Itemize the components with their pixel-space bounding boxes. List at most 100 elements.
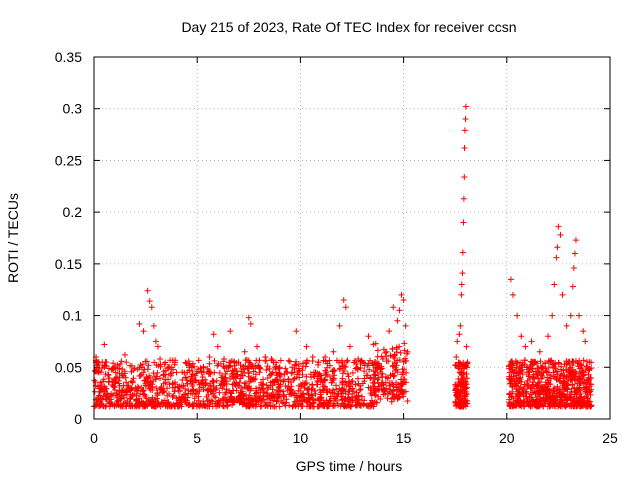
data-point: [98, 396, 105, 403]
data-point: [402, 355, 409, 362]
data-point: [340, 401, 347, 408]
data-point: [202, 381, 209, 388]
data-point: [384, 395, 391, 402]
data-point: [171, 388, 178, 395]
data-point: [213, 377, 220, 384]
data-point: [127, 396, 134, 403]
data-point: [169, 394, 176, 401]
data-point: [514, 388, 521, 395]
data-point: [462, 103, 469, 110]
data-point: [463, 400, 470, 407]
data-point: [247, 361, 254, 368]
data-point: [401, 340, 408, 347]
data-point: [314, 403, 321, 410]
data-point: [327, 373, 334, 380]
data-point: [519, 371, 526, 378]
data-point: [572, 237, 579, 244]
data-point: [354, 364, 361, 371]
data-point: [311, 373, 318, 380]
data-point: [464, 359, 471, 366]
data-point: [393, 349, 400, 356]
data-point: [322, 353, 329, 360]
data-point: [336, 359, 343, 366]
data-point: [263, 357, 270, 364]
data-point: [317, 378, 324, 385]
data-point: [330, 348, 337, 355]
data-point: [276, 383, 283, 390]
data-point: [461, 127, 468, 134]
data-point: [210, 378, 217, 385]
data-point: [395, 391, 402, 398]
data-point: [333, 386, 340, 393]
data-point: [547, 358, 554, 365]
data-point: [275, 387, 282, 394]
data-point: [559, 291, 566, 298]
data-point: [372, 372, 379, 379]
data-point: [239, 388, 246, 395]
data-point: [461, 173, 468, 180]
data-point: [457, 361, 464, 368]
data-point: [534, 365, 541, 372]
data-point: [334, 401, 341, 408]
data-point: [396, 356, 403, 363]
data-point: [555, 223, 562, 230]
data-point: [550, 398, 557, 405]
data-point: [218, 381, 225, 388]
data-point: [109, 381, 116, 388]
data-point: [221, 356, 228, 363]
tick-labels: 0 5 10 15 20 25 0 0.05 0.1 0.15 0.2 0.25 0.3 0.35: [55, 49, 618, 446]
data-point: [509, 360, 516, 367]
data-point: [514, 370, 521, 377]
data-point: [254, 343, 261, 350]
data-point: [529, 373, 536, 380]
data-point: [245, 314, 252, 321]
data-point: [539, 363, 546, 370]
data-point: [105, 372, 112, 379]
y-tick-label: 0.15: [55, 256, 82, 272]
data-point: [210, 331, 217, 338]
data-point: [554, 385, 561, 392]
data-point: [580, 328, 587, 335]
data-point: [222, 374, 229, 381]
data-point: [223, 380, 230, 387]
data-point: [193, 400, 200, 407]
data-point: [345, 402, 352, 409]
data-point: [508, 358, 515, 365]
data-point: [398, 291, 405, 298]
data-point: [401, 388, 408, 395]
data-point: [557, 378, 564, 385]
data-point: [136, 364, 143, 371]
data-point: [454, 338, 461, 345]
data-point: [543, 395, 550, 402]
data-point: [136, 320, 143, 327]
data-point: [321, 383, 328, 390]
data-point: [93, 399, 100, 406]
data-point: [184, 380, 191, 387]
data-point: [121, 351, 128, 358]
data-point: [177, 387, 184, 394]
data-point: [288, 383, 295, 390]
data-point: [113, 390, 120, 397]
data-point: [330, 368, 337, 375]
data-point: [458, 281, 465, 288]
data-point: [149, 381, 156, 388]
data-point: [245, 370, 252, 377]
data-point: [568, 375, 575, 382]
data-point: [108, 366, 115, 373]
data-point: [371, 359, 378, 366]
data-point: [581, 401, 588, 408]
data-point: [111, 402, 118, 409]
data-point: [161, 397, 168, 404]
data-point: [459, 397, 466, 404]
data-point: [462, 116, 469, 123]
data-point: [211, 357, 218, 364]
data-point: [191, 363, 198, 370]
data-point: [128, 368, 135, 375]
data-point: [354, 365, 361, 372]
data-point: [553, 376, 560, 383]
data-point: [186, 401, 193, 408]
data-point: [267, 382, 274, 389]
data-point: [457, 322, 464, 329]
data-point: [397, 387, 404, 394]
